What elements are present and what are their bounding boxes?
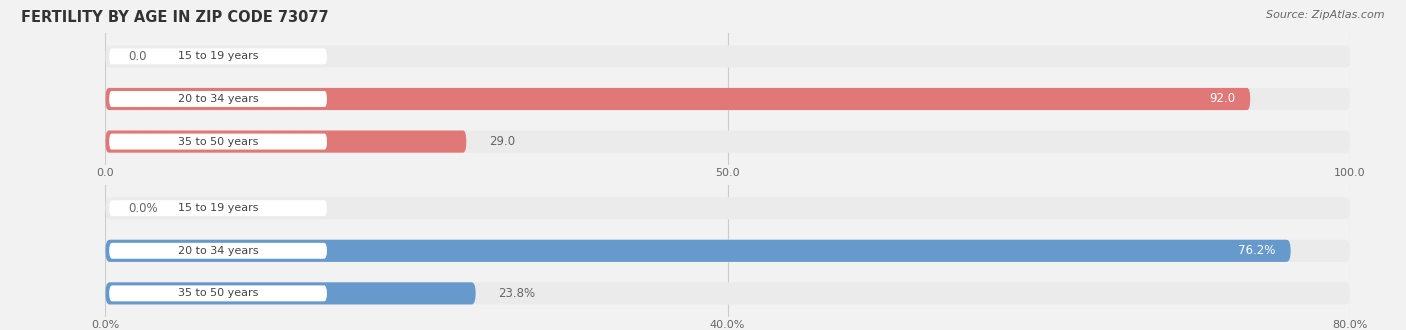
FancyBboxPatch shape: [110, 200, 328, 216]
FancyBboxPatch shape: [110, 243, 328, 259]
FancyBboxPatch shape: [105, 282, 475, 305]
FancyBboxPatch shape: [105, 45, 1350, 68]
FancyBboxPatch shape: [105, 197, 1350, 219]
FancyBboxPatch shape: [105, 130, 467, 153]
Text: 35 to 50 years: 35 to 50 years: [179, 137, 259, 147]
FancyBboxPatch shape: [110, 285, 328, 301]
Text: 23.8%: 23.8%: [498, 287, 536, 300]
FancyBboxPatch shape: [110, 49, 328, 64]
Text: Source: ZipAtlas.com: Source: ZipAtlas.com: [1267, 10, 1385, 20]
FancyBboxPatch shape: [105, 88, 1350, 110]
Text: 35 to 50 years: 35 to 50 years: [179, 288, 259, 298]
Text: 29.0: 29.0: [489, 135, 515, 148]
Text: 15 to 19 years: 15 to 19 years: [177, 203, 259, 213]
Text: FERTILITY BY AGE IN ZIP CODE 73077: FERTILITY BY AGE IN ZIP CODE 73077: [21, 10, 329, 25]
Text: 76.2%: 76.2%: [1239, 244, 1275, 257]
FancyBboxPatch shape: [105, 130, 1350, 153]
Text: 20 to 34 years: 20 to 34 years: [177, 246, 259, 256]
Text: 15 to 19 years: 15 to 19 years: [177, 51, 259, 61]
Text: 92.0: 92.0: [1209, 92, 1236, 106]
FancyBboxPatch shape: [105, 240, 1291, 262]
FancyBboxPatch shape: [105, 282, 1350, 305]
Text: 0.0%: 0.0%: [128, 202, 157, 215]
FancyBboxPatch shape: [105, 240, 1350, 262]
FancyBboxPatch shape: [105, 88, 1250, 110]
FancyBboxPatch shape: [110, 91, 328, 107]
Text: 0.0: 0.0: [128, 50, 146, 63]
Text: 20 to 34 years: 20 to 34 years: [177, 94, 259, 104]
FancyBboxPatch shape: [110, 134, 328, 149]
